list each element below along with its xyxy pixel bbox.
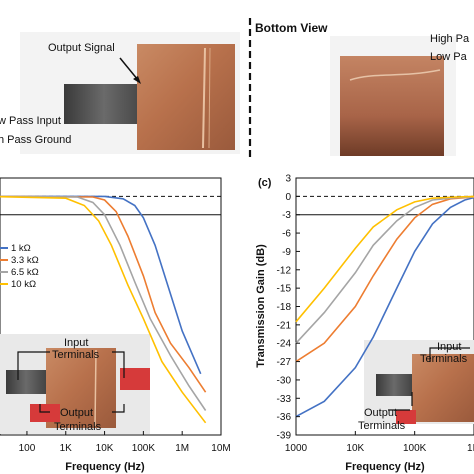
x-axis-title: Frequency (Hz) [65, 461, 145, 473]
inset-photo: Input Terminals Output Terminals [0, 334, 150, 434]
y-tick-label: -39 [277, 431, 292, 442]
y-axis-title: Transmission Gain (dB) [255, 244, 267, 368]
series-line-3 [0, 195, 207, 424]
copper-sheet-top [137, 44, 235, 150]
x-tick-label: 100K [403, 443, 427, 454]
y-tick-label: -30 [277, 375, 292, 386]
input-label-line1: w Pass Input [0, 115, 61, 127]
panel-label: (c) [258, 177, 272, 189]
tape-lead [64, 84, 144, 124]
high-pass-chart: (c) Input Terminals Output Terminals 100… [255, 174, 474, 473]
arrowhead [133, 76, 141, 84]
series-group [295, 195, 474, 418]
low-pass-label: Low Pa [430, 51, 468, 63]
legend-entry: 6.5 kΩ [11, 267, 39, 278]
inset-output-label-2: Terminals [54, 421, 102, 433]
series-group [0, 195, 221, 424]
output-signal-arrow [119, 57, 139, 81]
legend-entry: 1 kΩ [11, 243, 31, 254]
series-line-3 [295, 195, 474, 323]
copper-seam [202, 47, 206, 149]
y-tick-label: -36 [277, 412, 292, 423]
y-tick-label: -3 [282, 210, 291, 221]
y-axis-ticks: 3 0 -3 -6 -9 -12 -15 -18 -21 -24 -27 -30 -33 -36 -39 [277, 174, 300, 442]
y-tick-label: -21 [277, 320, 292, 331]
inset-input-label-2: Terminals [420, 353, 468, 365]
y-tick-label: 3 [285, 174, 291, 185]
series-line-0 [295, 196, 474, 418]
inset-input-label-2: Terminals [52, 349, 100, 361]
high-pass-label: High Pa [430, 33, 470, 45]
series-line-2 [0, 195, 207, 411]
low-pass-chart: Input Terminals Output Terminals 100 1K 10… [0, 177, 231, 473]
x-tick-label: 10K [346, 443, 364, 454]
x-axis-title: Frequency (Hz) [345, 461, 425, 473]
inset-output-label-1: Output [60, 407, 93, 419]
inset-input-label-1: Input [64, 337, 88, 349]
x-tick-label: 100 [19, 443, 36, 454]
legend-entry: 3.3 kΩ [11, 255, 39, 266]
x-tick-label: 1M [467, 443, 474, 454]
legend-entry: 10 kΩ [11, 279, 36, 290]
bottom-view-photo: Bottom View High Pa Low Pa [255, 21, 470, 156]
x-tick-label: 10K [96, 443, 114, 454]
x-tick-label: 100K [132, 443, 156, 454]
output-signal-label: Output Signal [48, 42, 115, 54]
x-tick-label: 1M [175, 443, 189, 454]
copper-seam-2 [208, 47, 211, 149]
y-tick-label: 0 [285, 192, 291, 203]
x-tick-label: 1K [60, 443, 73, 454]
inset-input-label-1: Input [437, 341, 461, 353]
inset-output-label-2: Terminals [358, 420, 406, 432]
x-tick-label: 1000 [285, 443, 308, 454]
plot-frame [0, 177, 222, 436]
series-line-2 [295, 196, 474, 344]
inset-photo: Input Terminals Output Terminals [358, 340, 474, 432]
y-tick-label: -15 [277, 284, 292, 295]
y-tick-label: -33 [277, 394, 292, 405]
y-tick-label: -6 [282, 229, 291, 240]
copper-crease [349, 69, 441, 81]
series-line-0 [0, 195, 202, 375]
x-axis-ticks: 1000 10K 100K 1M [285, 431, 474, 454]
y-tick-label: -9 [282, 247, 291, 258]
y-tick-label: -24 [277, 339, 292, 350]
x-axis-ticks: 100 1K 10K 100K 1M 10M [19, 431, 231, 454]
x-tick-label: 10M [211, 443, 230, 454]
y-tick-label: -18 [277, 302, 292, 313]
series-line-1 [295, 196, 474, 363]
bottom-view-title: Bottom View [255, 21, 328, 35]
y-tick-label: -12 [277, 265, 292, 276]
copper-sheet-bottom [340, 56, 444, 156]
inset-output-label-1: Output [364, 407, 397, 419]
input-label-line2: h Pass Ground [0, 134, 71, 146]
series-line-1 [0, 195, 207, 393]
y-tick-label: -27 [277, 357, 292, 368]
